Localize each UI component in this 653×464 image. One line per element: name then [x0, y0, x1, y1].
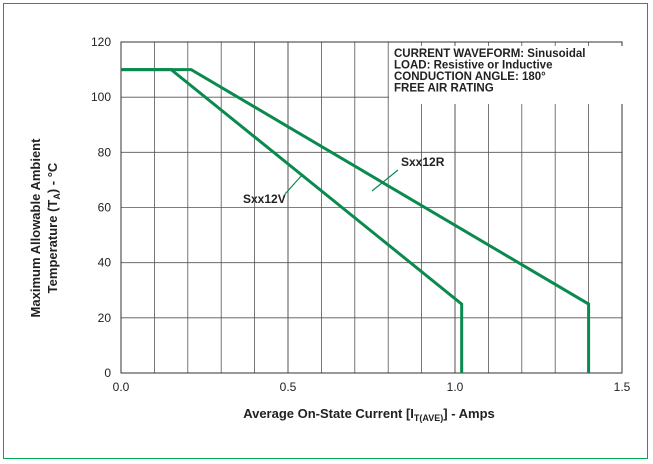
x-axis-title: Average On-State Current [IT(AVE)] - Amp…	[243, 406, 495, 423]
y-axis-title-line1: Maximum Allowable Ambient	[28, 138, 43, 318]
y-tick-label: 80	[98, 145, 112, 159]
tick-labels: 0.0 0.5 1.0 1.5 0 20 40 60 80 100 120	[91, 35, 631, 394]
annotation-note: CONDUCTION ANGLE: 180°	[394, 71, 546, 83]
annotation-note: FREE AIR RATING	[394, 83, 494, 95]
series-label-sxx12r-leader	[371, 169, 399, 192]
x-tick-label: 1.0	[447, 380, 464, 394]
series-label-sxx12v-leader	[284, 173, 304, 195]
y-axis-title-line2-prefix: Temperature (T	[45, 200, 60, 294]
series-label-sxx12r: Sxx12R	[371, 155, 445, 192]
x-axis-title-prefix: Average On-State Current [I	[243, 406, 414, 421]
series-label-sxx12v-text: Sxx12V	[243, 192, 286, 206]
plot-border	[120, 41, 623, 374]
y-tick-label: 40	[98, 256, 112, 270]
series-label-sxx12v: Sxx12V	[243, 173, 304, 206]
y-axis-title-line2-suffix: ) - °C	[45, 162, 60, 193]
series-line-sxx12v	[121, 68, 464, 373]
y-axis-title-line2: Temperature (TA) - °C	[45, 162, 62, 293]
y-tick-label: 120	[91, 35, 111, 49]
annotation-note: CURRENT WAVEFORM: Sinusoidal	[394, 48, 585, 60]
series-lines	[121, 68, 591, 373]
x-axis-title-suffix: ] - Amps	[443, 406, 495, 421]
x-tick-label: 0.5	[280, 380, 297, 394]
annotation-box	[389, 46, 625, 104]
x-axis-title-sub: T(AVE)	[414, 413, 443, 423]
y-tick-label: 60	[98, 201, 112, 215]
annotation-note: LOAD: Resistive or Inductive	[394, 60, 552, 72]
x-tick-label: 1.5	[614, 380, 631, 394]
y-axis-title: Maximum Allowable Ambient Temperature (T…	[28, 138, 62, 318]
series-line-sxx12r	[121, 68, 591, 373]
x-tick-label: 0.0	[113, 380, 130, 394]
y-tick-label: 100	[91, 90, 111, 104]
y-tick-label: 0	[104, 366, 111, 380]
y-axis-title-line2-sub: A	[52, 193, 62, 200]
y-tick-label: 20	[98, 311, 112, 325]
series-label-sxx12r-text: Sxx12R	[401, 155, 445, 169]
